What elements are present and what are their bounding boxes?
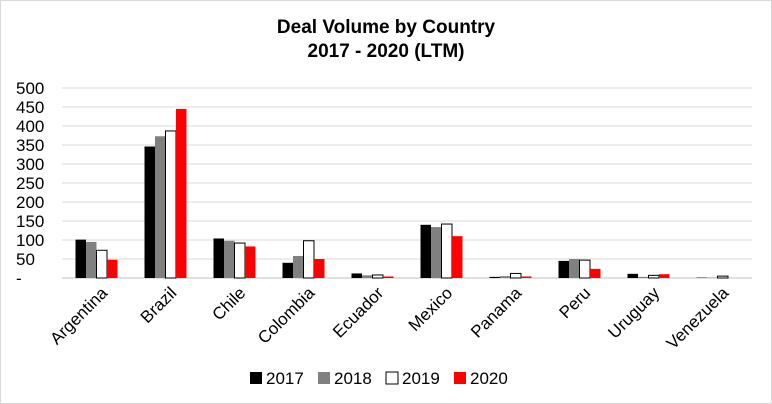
x-tick-label: Ecuador	[329, 283, 387, 341]
bars	[75, 108, 729, 279]
bar-ecuador-2018	[362, 275, 373, 278]
chart-subtitle: 2017 - 2020 (LTM)	[307, 41, 465, 62]
legend-label: 2017	[266, 369, 304, 388]
y-tick-label: 50	[16, 250, 35, 269]
bar-uruguay-2017	[627, 273, 638, 278]
bar-mexico-2017	[420, 224, 431, 278]
bar-peru-2020	[590, 268, 601, 278]
legend-swatch	[454, 372, 466, 384]
bar-panama-2018	[500, 276, 511, 278]
y-tick-label: -	[16, 269, 22, 288]
x-axis: Argentina Brazil Chile Colombia Ecuador Mexic…	[46, 283, 732, 353]
y-tick-label: 300	[16, 155, 44, 174]
y-tick-label: 450	[16, 98, 44, 117]
chart-title: Deal Volume by Country	[276, 17, 496, 38]
y-tick-label: 400	[16, 117, 44, 136]
legend: 2017 2018 2019 2020	[250, 369, 508, 388]
x-tick-label: Argentina	[46, 283, 111, 348]
x-tick-label: Colombia	[254, 283, 319, 348]
bar-venezuela-2019	[717, 275, 729, 279]
legend-swatch	[385, 371, 399, 385]
bar-panama-2020	[521, 276, 532, 278]
x-tick-label: Uruguay	[604, 283, 663, 342]
legend-label: 2019	[402, 369, 440, 388]
bar-ecuador-2017	[351, 273, 362, 278]
bar-colombia-2017	[282, 262, 293, 278]
bar-uruguay-2020	[659, 274, 670, 278]
bar-brazil-2019	[165, 130, 177, 279]
bar-uruguay-2019	[648, 274, 660, 279]
bar-chile-2017	[213, 238, 224, 278]
y-tick-label: 200	[16, 193, 44, 212]
bar-brazil-2017	[144, 146, 155, 278]
bar-brazil-2020	[176, 108, 187, 279]
y-tick-label: 500	[16, 79, 44, 98]
chart-title-block: Deal Volume by Country 2017 - 2020 (LTM)	[0, 16, 772, 64]
bar-ecuador-2020	[383, 276, 394, 278]
y-tick-label: 350	[16, 136, 44, 155]
bar-ecuador-2019	[372, 274, 384, 279]
x-tick-label: Chile	[208, 283, 249, 324]
x-tick-label: Venezuela	[663, 283, 733, 353]
bar-brazil-2018	[155, 136, 166, 278]
bar-mexico-2020	[452, 236, 463, 278]
bar-peru-2017	[558, 260, 569, 278]
bar-panama-2019	[510, 272, 522, 279]
y-tick-label: 100	[16, 231, 44, 250]
bar-argentina-2018	[86, 241, 97, 278]
bar-argentina-2017	[75, 239, 86, 278]
bar-argentina-2020	[107, 259, 118, 278]
bar-colombia-2018	[293, 255, 304, 278]
bar-chile-2018	[224, 240, 235, 278]
x-tick-label: Panama	[467, 283, 526, 342]
x-tick-label: Brazil	[137, 283, 180, 326]
bar-chile-2019	[234, 242, 246, 279]
legend-label: 2020	[470, 369, 508, 388]
bar-colombia-2019	[303, 240, 315, 279]
bar-colombia-2020	[314, 259, 325, 278]
bar-peru-2018	[569, 259, 580, 278]
y-tick-label: 150	[16, 212, 44, 231]
x-tick-label: Mexico	[405, 283, 457, 335]
x-tick-label: Peru	[555, 283, 594, 322]
bar-peru-2019	[579, 259, 591, 279]
bar-mexico-2019	[441, 223, 453, 279]
legend-label: 2018	[334, 369, 372, 388]
bar-argentina-2019	[96, 249, 108, 279]
bar-chile-2020	[245, 246, 256, 278]
bar-uruguay-2018	[638, 276, 649, 278]
y-tick-label: 250	[16, 174, 44, 193]
bar-mexico-2018	[431, 227, 442, 278]
legend-swatch	[318, 372, 330, 384]
legend-swatch	[250, 372, 262, 384]
bar-panama-2017	[489, 276, 500, 278]
